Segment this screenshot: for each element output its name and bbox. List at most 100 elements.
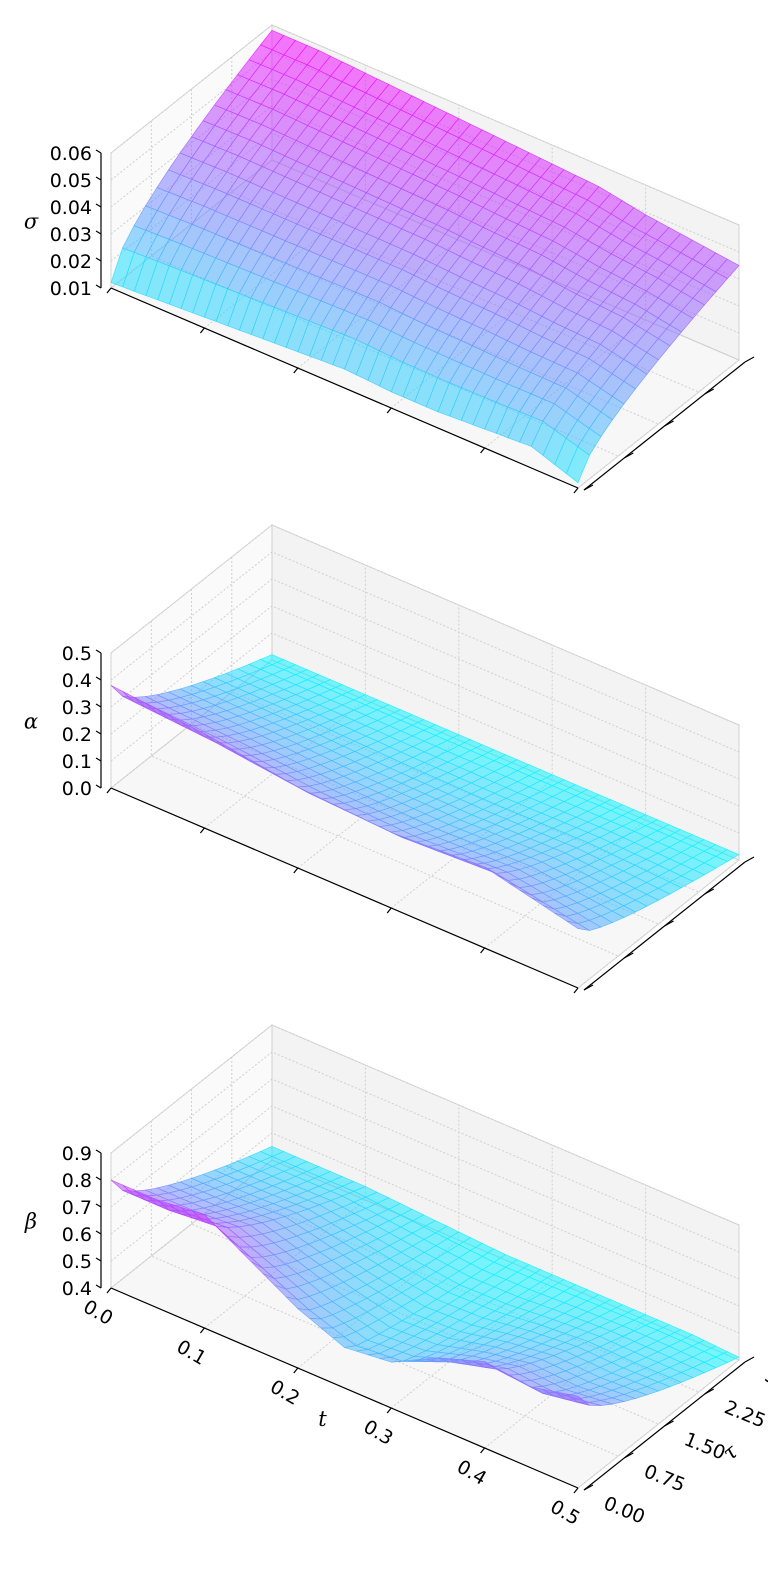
x-tick-label: 0.0 [79, 1296, 116, 1330]
y-tick [704, 888, 715, 895]
x-tick [106, 787, 112, 794]
z-tick-label: 0.06 [50, 143, 92, 165]
surface-patch [565, 446, 590, 484]
x-tick [293, 1367, 299, 1374]
z-axis-label: σ [24, 210, 39, 234]
z-tick [95, 730, 102, 735]
x-tick-label: 0.3 [360, 1416, 397, 1450]
x-tick [480, 947, 486, 954]
gridline-z [110, 1024, 740, 1226]
z-tick [95, 1257, 102, 1262]
y-tick [664, 920, 674, 927]
y-tick [704, 388, 715, 395]
x-tick [293, 367, 299, 374]
y-tick-label: 2.25 [721, 1396, 768, 1432]
z-tick [95, 676, 102, 681]
x-axis-line [110, 287, 579, 489]
z-tick-label: 0.04 [50, 197, 92, 219]
x-tick [199, 1327, 205, 1334]
gridline-z [110, 1132, 740, 1334]
z-tick [95, 149, 102, 154]
z-tick-label: 0.8 [62, 1170, 92, 1192]
z-tick [95, 1230, 102, 1235]
z-tick [95, 1284, 102, 1289]
x-tick [573, 987, 579, 994]
z-tick-label: 0.5 [62, 643, 92, 665]
x-tick [386, 907, 392, 914]
z-tick [95, 284, 102, 289]
z-axis-label: β [24, 1210, 37, 1234]
z-tick-label: 0.3 [62, 697, 92, 719]
y-tick-label: 0.75 [641, 1460, 688, 1496]
surface-mesh [110, 654, 740, 931]
y-tick [744, 1356, 755, 1363]
gridline-z [110, 551, 740, 753]
z-tick [95, 1149, 102, 1154]
y-tick [583, 484, 594, 491]
x-tick [386, 1407, 392, 1414]
x-tick [199, 327, 205, 334]
gridline-z [110, 605, 740, 807]
x-axis-label: t [318, 1407, 327, 1431]
sigma-surface-plot: 0.01 0.02 0.03 0.04 0.05 0.06 σ [24, 23, 755, 494]
y-tick [583, 984, 594, 991]
z-tick-label: 0.05 [50, 170, 92, 192]
x-tick [573, 1487, 579, 1494]
alpha-surface-plot: 0.0 0.1 0.2 0.3 0.4 0.5 α [24, 523, 755, 994]
y-tick [744, 356, 755, 363]
x-axis-line [110, 787, 579, 989]
z-tick-label: 0.9 [62, 1143, 92, 1165]
x-tick [573, 487, 579, 494]
z-tick [95, 757, 102, 762]
y-tick [583, 1484, 594, 1491]
z-tick-label: 0.02 [50, 251, 92, 273]
x-tick [480, 1447, 486, 1454]
gridline-y [150, 1121, 619, 1457]
z-tick [95, 203, 102, 208]
x-tick [106, 1287, 112, 1294]
tick-labels: 0.01 0.02 0.03 0.04 0.05 0.06 [50, 143, 92, 300]
gridline-z [110, 632, 740, 834]
y-tick [623, 1452, 634, 1459]
gridline-z [110, 1051, 740, 1253]
gridline-z [110, 578, 740, 780]
z-tick-label: 0.4 [62, 1278, 92, 1300]
y-tick-label: 0.00 [601, 1492, 648, 1528]
gridline-z [110, 524, 740, 726]
surface-mesh [110, 1146, 740, 1406]
panel-sigma: 0.01 0.02 0.03 0.04 0.05 0.06 σ [0, 0, 768, 525]
panel-alpha: 0.0 0.1 0.2 0.3 0.4 0.5 α [0, 500, 768, 1025]
panel-beta: 0.0 0.1 0.2 0.3 0.4 0.5 0.00 0.75 1.50 2.25 3.00 0.… [0, 1000, 768, 1530]
y-tick [664, 420, 674, 427]
x-tick [199, 827, 205, 834]
x-tick [480, 447, 486, 454]
y-tick [623, 952, 634, 959]
x-tick [293, 867, 299, 874]
x-axis-line [110, 1287, 579, 1489]
z-tick [95, 1176, 102, 1181]
z-tick-label: 0.6 [62, 1224, 92, 1246]
x-tick-label: 0.2 [266, 1376, 303, 1410]
z-tick [95, 784, 102, 789]
z-tick-label: 0.2 [62, 724, 92, 746]
y-tick [623, 452, 634, 459]
beta-surface-plot: 0.00.10.20.30.40.5 0.000.751.502.253.000.… [24, 1023, 768, 1530]
z-tick [95, 649, 102, 654]
surface-patch [566, 1393, 590, 1406]
z-tick [95, 1203, 102, 1208]
x-tick [386, 407, 392, 414]
z-tick-label: 0.1 [62, 751, 92, 773]
z-tick-label: 0.03 [50, 224, 92, 246]
x-tick [106, 287, 112, 294]
x-tick-label: 0.4 [453, 1456, 490, 1490]
surface-mesh [110, 30, 740, 484]
z-tick-label: 0.4 [62, 670, 92, 692]
z-tick [95, 257, 102, 262]
y-tick [744, 856, 755, 863]
x-tick-label: 0.1 [173, 1336, 210, 1370]
gridline-z [110, 1078, 740, 1280]
z-axis-label: α [24, 710, 38, 734]
y-tick [704, 1388, 715, 1395]
z-tick-label: 0.01 [50, 278, 92, 300]
surface-patch [566, 920, 590, 931]
